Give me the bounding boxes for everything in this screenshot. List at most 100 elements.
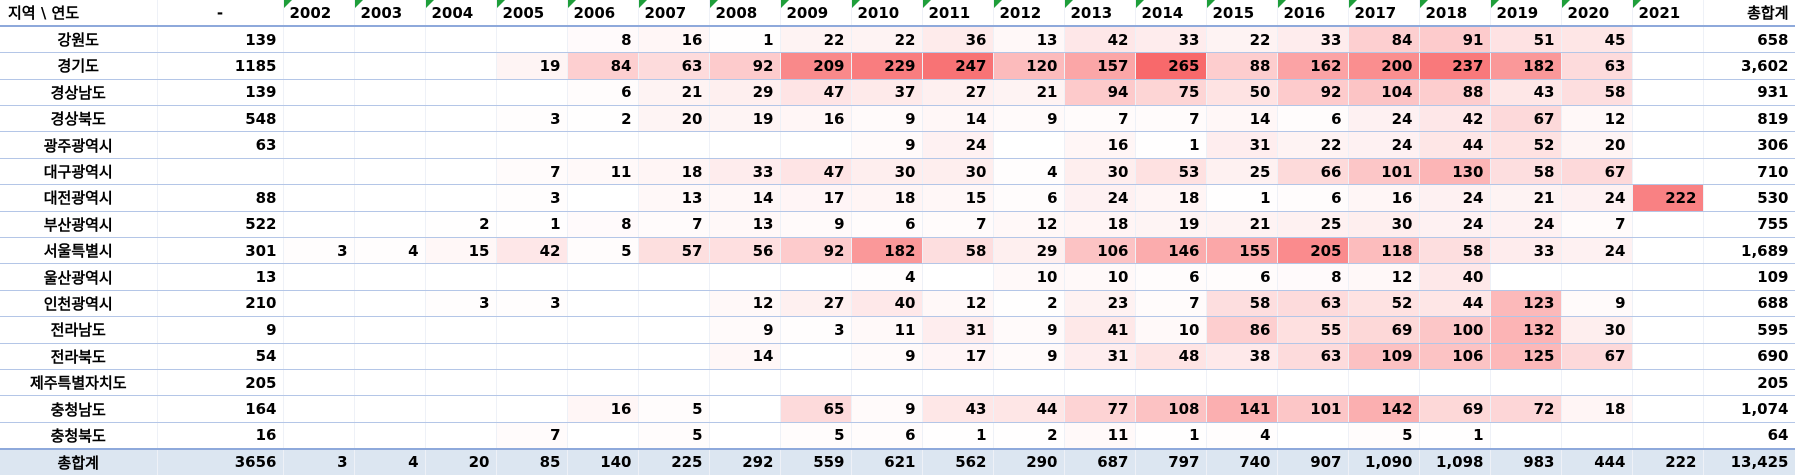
cell: 31 <box>922 316 994 344</box>
cell: 13 <box>709 211 781 239</box>
cell: 9 <box>851 131 923 159</box>
cell: 33 <box>1135 26 1207 54</box>
row-label: 서울특별시 <box>0 237 158 265</box>
cell: 155 <box>1206 237 1278 265</box>
cell <box>354 79 426 107</box>
cell: 24 <box>1419 211 1491 239</box>
cell: 13 <box>638 184 710 212</box>
cell: 101 <box>1277 395 1349 423</box>
cell: 621 <box>851 447 923 476</box>
cell: 548 <box>157 105 284 133</box>
cell: 205 <box>1277 237 1349 265</box>
cell: 5 <box>1348 422 1420 450</box>
cell: 9 <box>709 316 781 344</box>
cell: 42 <box>1419 105 1491 133</box>
cell: 222 <box>1632 447 1704 476</box>
cell: 30 <box>851 158 923 186</box>
cell: 688 <box>1703 290 1795 318</box>
data-row: 서울특별시 301 3 4 15 42 5 57 56 92 182 58 29 106 146 155 205… <box>0 237 1795 265</box>
cell: 19 <box>1135 211 1207 239</box>
cell <box>425 395 497 423</box>
cell: 229 <box>851 52 923 80</box>
cell <box>1632 237 1704 265</box>
cell: 21 <box>638 79 710 107</box>
data-row: 광주광역시 63 9 24 16 1 31 22 24 44 52 20 306 <box>0 131 1795 159</box>
cell: 11 <box>851 316 923 344</box>
cell: 11 <box>1064 422 1136 450</box>
cell <box>496 316 568 344</box>
cell <box>354 343 426 370</box>
cell: 109 <box>1703 263 1795 291</box>
cell: 2 <box>993 422 1065 450</box>
cell: 225 <box>638 447 710 476</box>
cell: 200 <box>1348 52 1420 80</box>
cell: 22 <box>780 26 852 54</box>
cell: 118 <box>1348 237 1420 265</box>
cell: 38 <box>1206 343 1278 370</box>
cell <box>1632 211 1704 239</box>
cell <box>283 105 355 133</box>
cell: 31 <box>1064 343 1136 370</box>
row-label: 광주광역시 <box>0 131 158 159</box>
cell <box>425 26 497 54</box>
cell: 44 <box>993 395 1065 423</box>
cell: 9 <box>851 105 923 133</box>
cell <box>1632 316 1704 344</box>
cell: 67 <box>1561 158 1633 186</box>
header-cell: 2007 <box>638 0 710 28</box>
cell: 23 <box>1064 290 1136 318</box>
cell: 9 <box>993 316 1065 344</box>
cell: 530 <box>1703 184 1795 212</box>
cell: 819 <box>1703 105 1795 133</box>
cell <box>354 422 426 450</box>
cell: 18 <box>1064 211 1136 239</box>
cell: 907 <box>1277 447 1349 476</box>
cell: 130 <box>1419 158 1491 186</box>
cell: 247 <box>922 52 994 80</box>
cell <box>425 316 497 344</box>
cell <box>157 158 284 186</box>
cell: 18 <box>851 184 923 212</box>
cell: 265 <box>1135 52 1207 80</box>
cell: 7 <box>922 211 994 239</box>
cell: 47 <box>780 79 852 107</box>
cell: 29 <box>709 79 781 107</box>
cell: 237 <box>1419 52 1491 80</box>
cell <box>567 131 639 159</box>
row-label: 강원도 <box>0 26 158 54</box>
data-row: 강원도 139 8 16 1 22 22 36 13 42 33 22 33 84 91 51 45 658 <box>0 26 1795 54</box>
cell: 1 <box>1206 184 1278 212</box>
total-row: 총합계 3656 3 4 20 85 140 225 292 559 621 562 290 687 797… <box>0 447 1795 476</box>
cell: 16 <box>780 105 852 133</box>
cell <box>425 184 497 212</box>
cell: 12 <box>1348 263 1420 291</box>
cell: 140 <box>567 447 639 476</box>
cell: 37 <box>851 79 923 107</box>
cell: 690 <box>1703 343 1795 370</box>
cell: 9 <box>851 343 923 370</box>
cell <box>1632 369 1704 397</box>
cell <box>1348 369 1420 397</box>
cell: 48 <box>1135 343 1207 370</box>
cell: 931 <box>1703 79 1795 107</box>
cell <box>780 343 852 370</box>
cell <box>496 369 568 397</box>
cell: 24 <box>1348 105 1420 133</box>
cell: 139 <box>157 26 284 54</box>
cell <box>425 422 497 450</box>
header-cell: 2010 <box>851 0 923 28</box>
cell <box>496 79 568 107</box>
cell: 146 <box>1135 237 1207 265</box>
cell: 17 <box>780 184 852 212</box>
cell: 210 <box>157 290 284 318</box>
cell <box>283 290 355 318</box>
cell: 595 <box>1703 316 1795 344</box>
cell: 25 <box>1277 211 1349 239</box>
cell: 84 <box>567 52 639 80</box>
row-label: 부산광역시 <box>0 211 158 239</box>
cell: 43 <box>1490 79 1562 107</box>
cell: 85 <box>496 447 568 476</box>
cell: 65 <box>780 395 852 423</box>
cell: 22 <box>1277 131 1349 159</box>
